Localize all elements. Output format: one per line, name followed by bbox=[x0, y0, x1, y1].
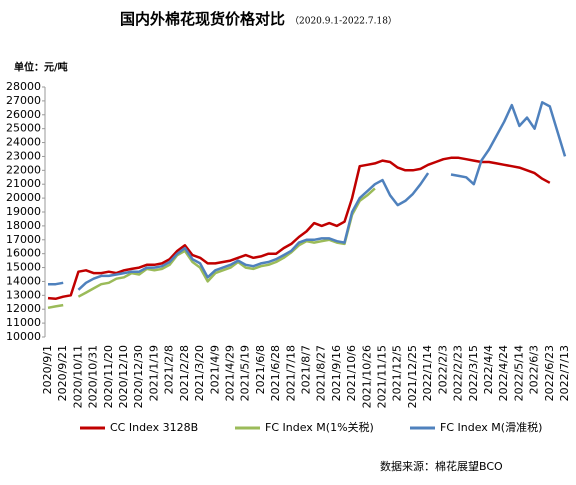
x-tick-label: 2021/10/26 bbox=[360, 345, 373, 408]
x-tick-label: 2020/12/10 bbox=[117, 345, 130, 408]
y-tick-label: 15000 bbox=[6, 261, 41, 274]
x-tick-label: 2020/12/30 bbox=[132, 345, 145, 408]
y-tick-label: 13000 bbox=[6, 288, 41, 301]
chart-subtitle: （2020.9.1-2022.7.18） bbox=[290, 16, 397, 27]
x-tick-label: 2021/12/5 bbox=[391, 345, 404, 401]
x-tick-label: 2022/6/23 bbox=[543, 345, 556, 401]
x-tick-label: 2021/2/8 bbox=[163, 345, 176, 394]
x-tick-label: 2021/2/28 bbox=[178, 345, 191, 401]
y-tick-label: 21000 bbox=[6, 177, 41, 190]
legend-label: FC Index M(1%关税) bbox=[265, 420, 374, 434]
x-tick-label: 2020/9/21 bbox=[56, 345, 69, 401]
x-tick-label: 2022/2/3 bbox=[436, 345, 449, 394]
x-tick-label: 2020/9/1 bbox=[41, 345, 54, 394]
x-tick-label: 2022/2/23 bbox=[452, 345, 465, 401]
x-tick-label: 2022/3/15 bbox=[467, 345, 480, 401]
x-tick-label: 2021/3/20 bbox=[193, 345, 206, 401]
x-tick-label: 2021/7/18 bbox=[284, 345, 297, 401]
x-tick-label: 2021/11/15 bbox=[376, 345, 389, 408]
x-tick-label: 2021/4/9 bbox=[208, 345, 221, 394]
y-tick-label: 11000 bbox=[6, 316, 41, 329]
x-tick-label: 2021/6/8 bbox=[254, 345, 267, 394]
y-tick-label: 24000 bbox=[6, 136, 41, 149]
y-tick-label: 25000 bbox=[6, 122, 41, 135]
y-axis-label: 单位：元/吨 bbox=[14, 61, 68, 74]
x-tick-label: 2021/9/16 bbox=[330, 345, 343, 401]
y-tick-label: 14000 bbox=[6, 274, 41, 287]
legend-label: FC Index M(滑准税) bbox=[440, 420, 542, 434]
legend-label: CC Index 3128B bbox=[110, 421, 198, 434]
y-tick-label: 27000 bbox=[6, 94, 41, 107]
x-tick-label: 2020/10/11 bbox=[71, 345, 84, 408]
x-tick-label: 2021/8/27 bbox=[315, 345, 328, 401]
x-tick-label: 2021/5/19 bbox=[239, 345, 252, 401]
x-tick-label: 2022/1/14 bbox=[421, 345, 434, 401]
x-tick-label: 2020/11/20 bbox=[102, 345, 115, 408]
x-tick-label: 2021/4/29 bbox=[223, 345, 236, 401]
x-tick-label: 2021/8/7 bbox=[300, 345, 313, 394]
x-tick-label: 2022/6/3 bbox=[528, 345, 541, 394]
x-tick-label: 2021/6/28 bbox=[269, 345, 282, 401]
x-tick-label: 2022/4/4 bbox=[482, 345, 495, 394]
x-tick-label: 2022/7/13 bbox=[558, 345, 571, 401]
y-tick-label: 28000 bbox=[6, 80, 41, 93]
y-tick-label: 16000 bbox=[6, 247, 41, 260]
source: 数据来源：棉花展望BCO bbox=[380, 459, 503, 473]
x-tick-label: 2022/5/14 bbox=[512, 345, 525, 401]
y-tick-label: 26000 bbox=[6, 108, 41, 121]
y-tick-label: 18000 bbox=[6, 219, 41, 232]
y-tick-label: 19000 bbox=[6, 205, 41, 218]
x-tick-label: 2020/10/31 bbox=[87, 345, 100, 408]
y-tick-label: 12000 bbox=[6, 302, 41, 315]
y-tick-label: 17000 bbox=[6, 233, 41, 246]
y-tick-label: 20000 bbox=[6, 191, 41, 204]
x-tick-label: 2022/4/24 bbox=[497, 345, 510, 401]
y-tick-label: 10000 bbox=[6, 330, 41, 343]
x-tick-label: 2021/1/19 bbox=[147, 345, 160, 401]
line-series bbox=[47, 156, 551, 301]
line-series bbox=[48, 101, 567, 291]
y-tick-label: 22000 bbox=[6, 163, 41, 176]
x-tick-label: 2021/10/6 bbox=[345, 345, 358, 401]
chart-title: 国内外棉花现货价格对比 bbox=[120, 10, 285, 28]
line-series bbox=[47, 187, 376, 310]
y-tick-label: 23000 bbox=[6, 149, 41, 162]
x-tick-label: 2021/12/25 bbox=[406, 345, 419, 408]
